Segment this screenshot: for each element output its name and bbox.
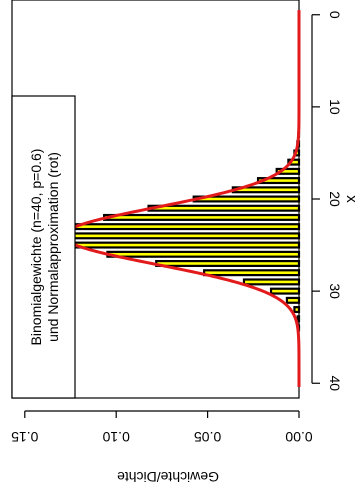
bar-x-31 [285, 296, 301, 304]
bars-layer [57, 121, 301, 332]
normal-curve [62, 10, 301, 387]
bar-x-23 [69, 223, 301, 231]
bar-x-29 [242, 278, 301, 286]
bar-x-24 [57, 232, 301, 240]
bar-x-18 [256, 177, 301, 185]
bar-x-22 [103, 213, 301, 221]
bar-x-33 [296, 315, 301, 323]
y-tick-label-3: 0.15 [11, 429, 38, 445]
y-tick-label-2: 0.10 [102, 429, 129, 445]
bar-x-30 [269, 287, 301, 295]
y-axis: 0.00 0.05 0.10 0.15 [11, 410, 313, 445]
bar-x-17 [275, 167, 301, 175]
x-tick-label-20: 20 [327, 191, 343, 207]
bar-x-21 [147, 204, 301, 212]
y-axis-label: Gewichte/Dichte [117, 469, 219, 485]
bar-x-27 [155, 259, 301, 267]
legend-box [11, 95, 76, 399]
legend: Binomialgewichte (n=40, p=0.6) und Norma… [11, 95, 76, 399]
legend-line-2: und Normalapproximation (rot) [45, 152, 61, 342]
legend-line-1: Binomialgewichte (n=40, p=0.6) [28, 149, 44, 346]
bar-x-26 [106, 250, 301, 258]
bar-x-32 [293, 306, 301, 314]
y-tick-label-1: 0.05 [194, 429, 221, 445]
bar-x-25 [71, 241, 301, 249]
x-tick-label-40: 40 [327, 375, 343, 391]
x-axis-label: x [343, 195, 358, 203]
x-tick-label-10: 10 [327, 99, 343, 115]
x-tick-label-0: 0 [327, 11, 343, 19]
bar-x-28 [203, 269, 301, 277]
x-tick-label-30: 30 [327, 283, 343, 299]
y-tick-label-0: 0.00 [285, 429, 312, 445]
x-axis: 0 10 20 30 40 [311, 11, 343, 391]
